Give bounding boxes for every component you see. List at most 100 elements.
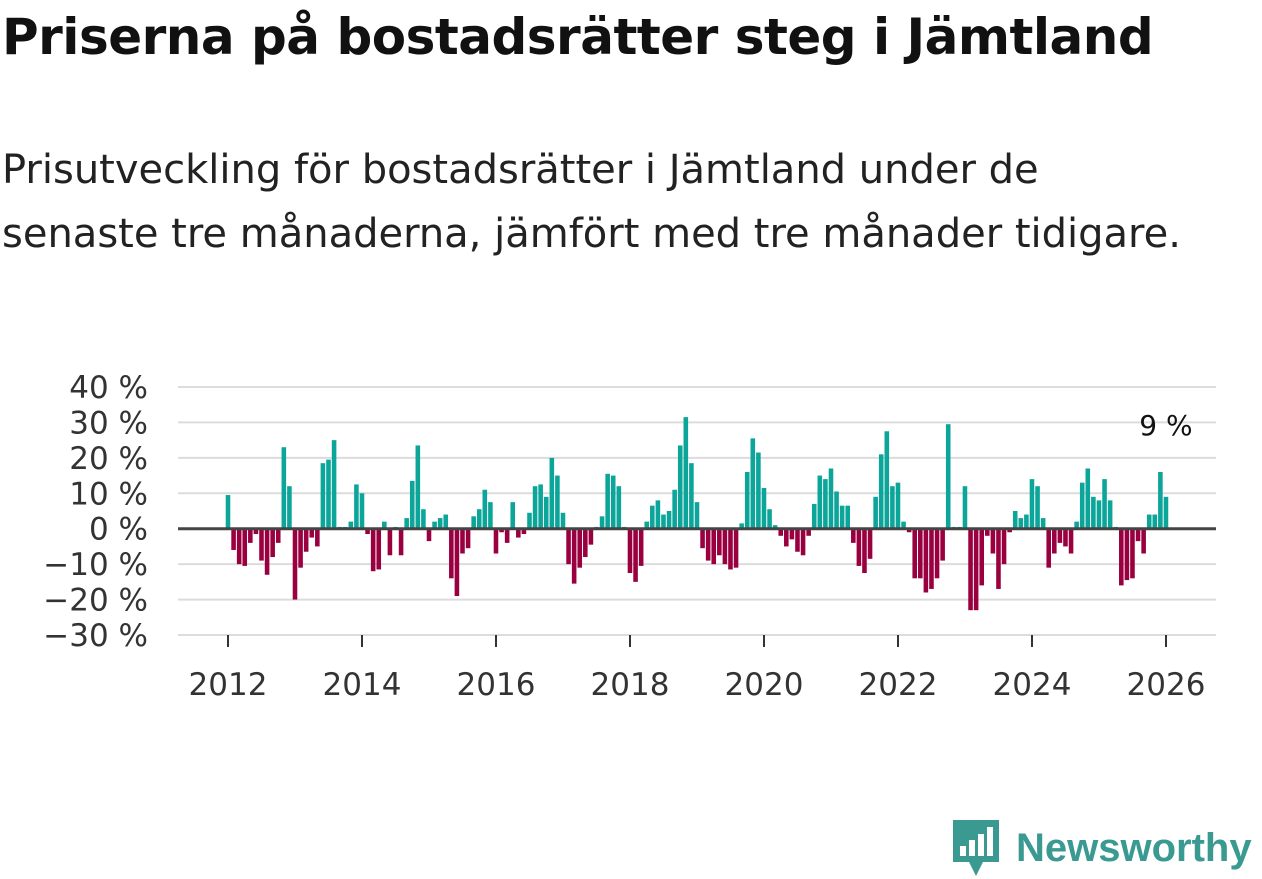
bar [1107,500,1113,529]
bar [767,509,772,529]
grid-layer [178,386,1216,636]
last-value-annotation: 9 % [1139,409,1192,442]
bar [236,528,242,565]
bar [488,502,493,529]
bar [661,514,666,529]
bar [728,528,733,570]
bar [270,528,275,558]
y-tick-label: −10 % [43,547,148,583]
bar [717,528,722,556]
bar [834,491,839,529]
bar [990,528,996,554]
bar [1130,528,1135,579]
bar [465,528,471,549]
bar [705,528,711,561]
bar [985,528,990,536]
bar [231,528,236,550]
bar [677,445,683,529]
bar [1119,528,1124,586]
bar [1152,514,1158,529]
bar [1163,496,1169,529]
x-tick-label: 2018 [591,667,670,703]
bar [895,482,901,529]
bar [421,509,426,529]
bar [1052,528,1057,554]
bar [549,457,555,529]
bar [672,489,677,529]
bar [331,440,337,529]
bar [772,525,778,529]
bar [320,463,326,529]
bar-layer [225,417,1169,611]
bar [287,486,292,529]
y-tick-label: −30 % [43,618,148,654]
bar [510,502,516,529]
bar [1046,528,1052,568]
x-tick-label: 2024 [993,667,1072,703]
bar [588,528,594,545]
axis-layer: −30 %−20 %−10 %0 %10 %20 %30 %40 % 2012 20… [43,370,1216,703]
bar [493,528,499,554]
bar [694,502,700,529]
bar [370,528,376,572]
y-tick-label: 20 % [69,441,148,477]
bar [929,528,934,589]
bar [722,528,728,565]
bar [482,489,488,529]
bar [555,475,560,529]
bar [817,475,823,529]
bar [610,475,616,529]
x-tick-label: 2016 [457,667,536,703]
bar [1079,482,1085,529]
bar [733,528,739,568]
bar [878,454,884,529]
bar [516,528,521,538]
bar [1158,472,1163,529]
bar [1096,500,1102,529]
bar [627,528,633,573]
bar [1057,528,1063,543]
bar [789,528,795,540]
bar [1085,468,1091,529]
bar [862,528,867,573]
bar [460,528,465,554]
bar [348,521,354,529]
newsworthy-logo[interactable]: Newsworthy [950,818,1252,878]
bar [828,468,834,529]
bar [476,509,482,529]
bar [376,528,382,570]
bar [839,505,845,529]
bar [1040,518,1046,529]
bar [1012,511,1018,529]
bar [806,528,811,536]
bar [538,484,543,529]
bar [761,487,767,529]
bar [689,463,694,529]
bar [744,472,750,529]
y-tick-label: −20 % [43,583,148,619]
y-tick-label: 0 % [89,512,148,548]
bar [543,496,549,529]
bar [326,459,331,529]
bar [1024,514,1029,529]
bar [800,528,806,556]
x-tick-label: 2014 [323,667,402,703]
bar [683,417,689,529]
bar [973,528,979,611]
bar [521,528,527,535]
bar [1063,528,1068,547]
bar [638,528,644,566]
bar [404,518,409,529]
newsworthy-logo-icon [953,820,999,876]
bar [906,528,912,533]
y-tick-label: 10 % [69,476,148,512]
chart-title: Priserna på bostadsrätter steg i Jämtlan… [2,8,1154,66]
bar [962,486,968,529]
bar [365,528,370,535]
bar [918,528,923,579]
bar [644,521,650,529]
bar [560,512,566,529]
bar [923,528,929,593]
bar [303,528,309,552]
bar [633,528,638,582]
